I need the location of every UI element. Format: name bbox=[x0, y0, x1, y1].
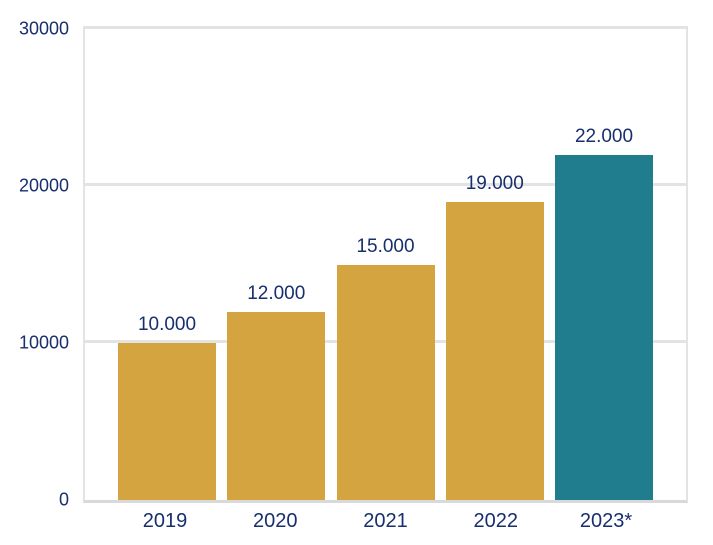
bar-value-label: 22.000 bbox=[574, 125, 634, 147]
x-axis-tick-label: 2019 bbox=[142, 510, 188, 532]
x-axis-tick-label: 2023* bbox=[579, 510, 633, 532]
bar-value-label: 15.000 bbox=[356, 235, 415, 257]
y-axis: 0 10000 20000 30000 bbox=[0, 0, 76, 545]
y-axis-tick-label: 20000 bbox=[18, 175, 69, 196]
plot-area: 10.000 12.000 15.000 19.000 22.000 bbox=[83, 26, 688, 503]
x-axis-tick-label: 2022 bbox=[473, 510, 519, 532]
bar bbox=[445, 201, 544, 500]
y-axis-tick-label: 30000 bbox=[18, 18, 69, 39]
bar bbox=[555, 154, 653, 500]
bar-group: 15.000 bbox=[336, 235, 435, 500]
bar-group: 12.000 bbox=[227, 282, 326, 500]
bar bbox=[336, 264, 435, 500]
x-axis-tick-label: 2021 bbox=[363, 510, 408, 532]
y-axis-tick-label: 0 bbox=[58, 489, 69, 510]
bar-value-label: 19.000 bbox=[465, 172, 524, 194]
bar bbox=[227, 311, 326, 500]
x-axis-tick-label: 2020 bbox=[253, 510, 298, 532]
gridline bbox=[85, 183, 686, 186]
x-axis: 2019 2020 2021 2022 2023* bbox=[83, 510, 688, 533]
bar-value-label: 10.000 bbox=[137, 314, 197, 335]
bar-value-label: 12.000 bbox=[247, 282, 306, 304]
bar bbox=[118, 343, 216, 500]
bar-group: 19.000 bbox=[445, 172, 544, 500]
bar-group: 22.000 bbox=[555, 126, 653, 500]
bars: 10.000 12.000 15.000 19.000 22.000 bbox=[85, 29, 686, 500]
bar-group: 10.000 bbox=[118, 314, 216, 500]
y-axis-tick-label: 10000 bbox=[18, 332, 69, 353]
